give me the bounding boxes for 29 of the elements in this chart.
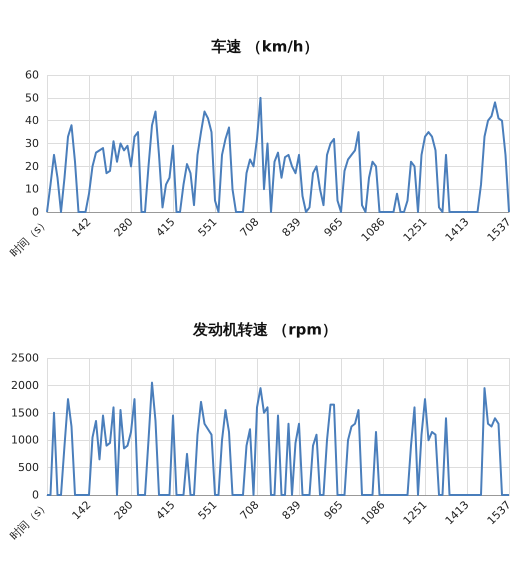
y-tick-label: 20 — [25, 160, 39, 173]
x-tick-label: 415 — [154, 215, 178, 240]
y-tick-label: 1000 — [11, 434, 39, 447]
x-tick-label: 965 — [322, 498, 346, 522]
x-tick-label: 965 — [322, 215, 346, 240]
x-tick-label: 142 — [70, 215, 94, 240]
x-tick-label: 708 — [238, 215, 262, 240]
x-tick-label: 551 — [196, 215, 220, 240]
y-tick-label: 1500 — [11, 406, 39, 420]
x-tick-label: 839 — [280, 215, 304, 240]
y-tick-label: 10 — [25, 182, 39, 196]
x-tick-label: 415 — [154, 498, 178, 522]
y-tick-label: 500 — [18, 461, 39, 474]
chart-title: 车速 （km/h） — [210, 38, 318, 56]
line-series — [46, 382, 510, 496]
chart-title: 发动机转速 （rpm） — [192, 320, 337, 338]
x-tick-label: 142 — [70, 498, 94, 522]
x-tick-label: 280 — [112, 215, 136, 240]
y-tick-label: 2500 — [11, 352, 39, 364]
y-tick-label: 2000 — [11, 378, 39, 392]
x-tick-label: 280 — [112, 498, 136, 522]
x-tick-label: 839 — [280, 498, 304, 522]
y-tick-label: 60 — [25, 68, 39, 82]
y-tick-label: 30 — [25, 137, 39, 150]
x-tick-label: 708 — [238, 498, 262, 522]
line-series — [46, 96, 510, 213]
y-tick-label: 50 — [25, 91, 39, 104]
y-tick-label: 40 — [25, 114, 39, 128]
x-tick-label: 551 — [196, 498, 220, 522]
